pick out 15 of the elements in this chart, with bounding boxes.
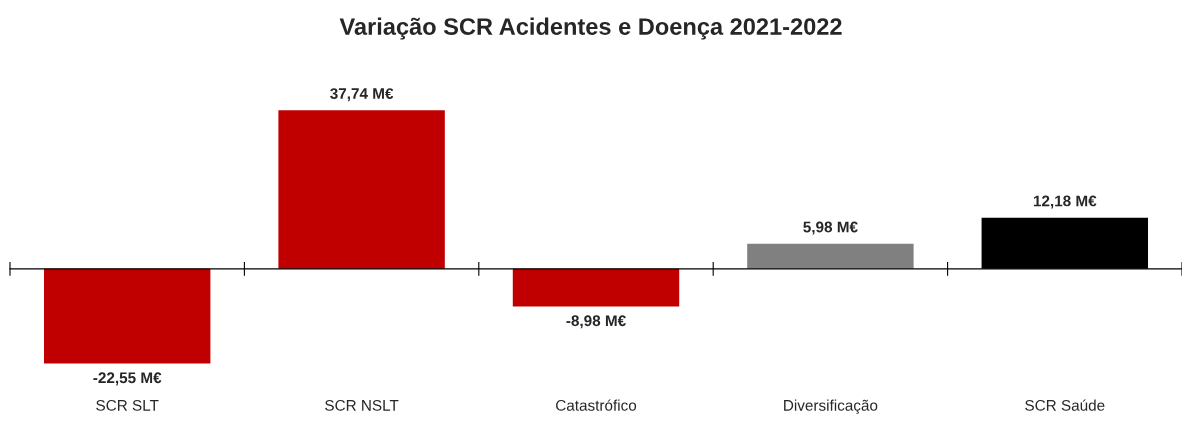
- bar: [747, 243, 914, 269]
- x-tick-label: Catastrófico: [556, 399, 637, 411]
- data-label: -8,98 M€: [566, 315, 626, 329]
- x-tick-label: SCR SLT: [96, 399, 159, 411]
- chart-title: Variação SCR Acidentes e Doença 2021-2022: [339, 17, 842, 40]
- bar: [43, 268, 211, 364]
- data-label: -22,55 M€: [93, 372, 162, 386]
- x-tick-label: Diversificação: [784, 399, 878, 414]
- bar: [512, 268, 680, 307]
- data-label: 12,18 M€: [1033, 195, 1097, 209]
- x-tick-label: SCR Saúde: [1025, 399, 1105, 411]
- x-tick-label: SCR NSLT: [325, 399, 399, 411]
- data-label: 37,74 M€: [330, 88, 394, 102]
- bar: [278, 110, 445, 269]
- data-label: 5,98 M€: [803, 221, 858, 235]
